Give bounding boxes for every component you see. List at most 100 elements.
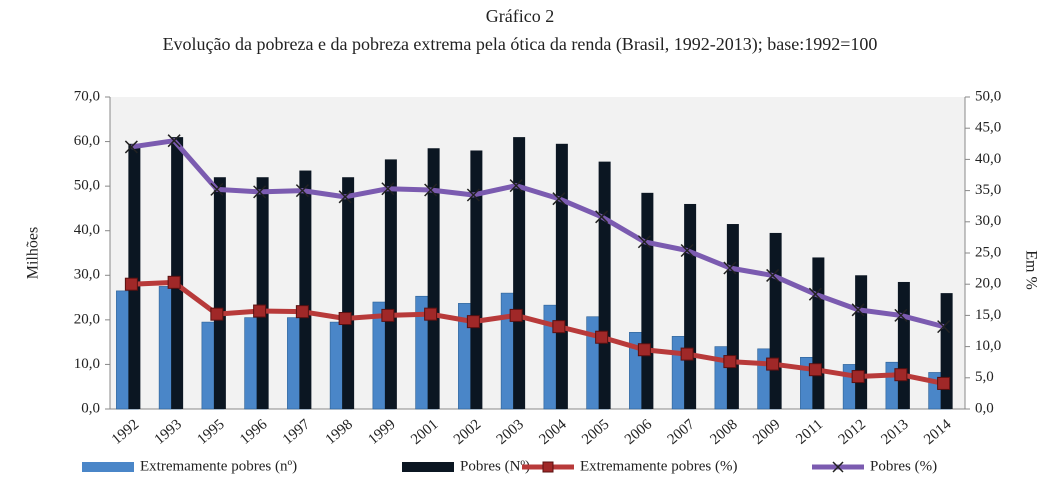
bar [384,159,397,409]
marker [637,235,651,249]
bar [171,137,184,409]
marker [766,357,780,371]
x-tick-label: 2014 [921,416,955,448]
marker [808,287,822,301]
marker [552,320,566,334]
x-tick-label: 2005 [579,416,612,448]
x-tick-label: 2006 [622,416,656,448]
bar [342,177,355,409]
x-tick-label: 2011 [793,416,826,447]
legend-swatch [402,462,454,472]
bar [598,161,611,409]
legend-label: Extremamente pobres (nº) [140,458,297,474]
y-tick-label: 70,0 [74,88,100,104]
marker [894,368,908,382]
legend-marker [542,461,554,473]
x-tick-label: 1996 [237,416,271,448]
line [131,138,945,330]
y2-tick-label: 25,0 [975,244,1001,260]
bar [299,170,312,409]
legend-label: Pobres (%) [870,458,937,474]
bar [470,150,483,409]
y-tick-label: 10,0 [74,356,100,372]
x-tick-label: 1997 [280,416,314,448]
line [131,279,945,386]
y2-axis-label: Em % [1022,250,1039,290]
y-tick-label: 20,0 [74,311,100,327]
marker [808,363,822,377]
marker [851,370,865,384]
bar [726,224,739,409]
x-tick-label: 2001 [408,416,441,448]
y2-tick-label: 10,0 [975,338,1001,354]
marker [509,308,523,322]
x-tick-label: 2012 [836,416,869,448]
marker [595,330,609,344]
bar [128,143,141,410]
y2-tick-label: 35,0 [975,182,1001,198]
bar [213,177,226,409]
bar [940,293,953,409]
y2-tick-label: 0,0 [975,400,994,416]
marker [552,192,566,206]
x-tick-label: 2008 [707,416,740,448]
x-tick-label: 1992 [109,416,142,448]
marker [424,307,438,321]
marker [894,308,908,322]
x-tick-label: 2004 [536,416,570,448]
y-tick-label: 40,0 [74,222,100,238]
marker [253,185,267,199]
y-tick-label: 30,0 [74,267,100,283]
y-tick-label: 0,0 [81,400,100,416]
x-tick-label: 1993 [152,416,185,448]
bar [897,281,910,409]
y2-tick-label: 45,0 [975,120,1001,136]
y2-tick-label: 15,0 [975,307,1001,323]
chart-subtitle: Evolução da pobreza e da pobreza extrema… [163,34,878,55]
x-tick-label: 2013 [878,416,911,448]
marker [124,140,138,154]
y-axis-label: Milhões [25,227,42,279]
marker [680,243,694,258]
x-tick-label: 1999 [365,416,398,448]
marker [637,343,651,357]
marker [167,275,181,289]
bar [256,177,269,409]
x-tick-label: 2009 [750,416,783,448]
marker [210,307,224,321]
marker [381,182,395,196]
legend-swatch [82,462,134,472]
bar [855,275,868,409]
x-tick-label: 1995 [194,416,227,448]
marker [210,182,224,196]
marker [253,304,267,318]
y2-tick-label: 40,0 [975,151,1001,167]
legend-label: Extremamente pobres (%) [580,458,737,474]
y-tick-label: 50,0 [74,178,100,194]
bar [427,148,440,409]
legend-marker [832,461,844,473]
marker [424,183,438,197]
bar [513,137,526,409]
x-tick-label: 2007 [665,416,699,448]
marker [466,188,480,202]
y2-tick-label: 50,0 [975,88,1001,104]
marker [509,179,523,193]
y-tick-label: 60,0 [74,133,100,149]
marker [680,347,694,361]
marker [381,308,395,322]
x-tick-label: 1998 [323,416,356,448]
bar [769,232,782,409]
marker [723,261,737,275]
marker [124,277,138,291]
y2-tick-label: 30,0 [975,213,1001,229]
bar [555,143,568,410]
marker [937,376,951,390]
bar [641,192,654,409]
y2-tick-label: 5,0 [975,369,994,385]
x-tick-label: 2003 [494,416,527,448]
marker [295,305,309,319]
marker [167,134,181,148]
marker [851,303,865,317]
